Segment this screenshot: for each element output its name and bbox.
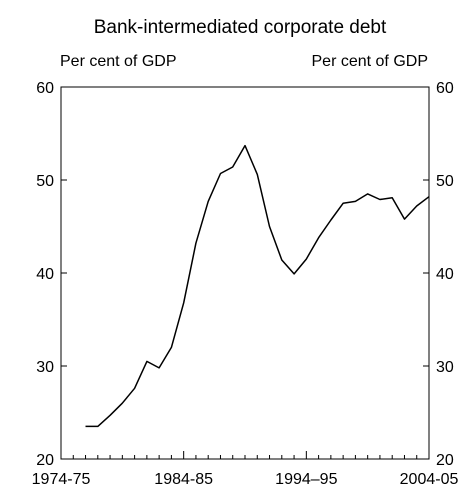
chart-title: Bank-intermediated corporate debt — [94, 17, 387, 38]
plot-area: 20 20 30 30 40 40 50 50 60 60 1974-75 1984-85 1994–9… — [32, 80, 459, 488]
y-tick-label-left: 50 — [36, 173, 54, 190]
y-tick-label-right: 40 — [436, 266, 454, 283]
y-tick-label-left: 60 — [36, 80, 54, 97]
x-tick-label: 2004-05 — [400, 471, 459, 488]
x-tick-label: 1984-85 — [154, 471, 213, 488]
y-tick-label-left: 40 — [36, 266, 54, 283]
left-axis-unit-label: Per cent of GDP — [60, 53, 177, 70]
x-tick-label: 1994–95 — [275, 471, 337, 488]
right-axis-unit-label: Per cent of GDP — [312, 53, 429, 70]
y-tick-label-right: 50 — [436, 173, 454, 190]
y-tick-label-left: 20 — [36, 452, 54, 469]
y-tick-label-right: 30 — [436, 359, 454, 376]
series-line — [85, 144, 430, 428]
y-tick-label-right: 60 — [436, 80, 454, 97]
y-tick-label-left: 30 — [36, 359, 54, 376]
plot-frame — [60, 86, 430, 460]
y-tick-label-right: 20 — [436, 452, 454, 469]
x-tick-label: 1974-75 — [32, 471, 91, 488]
